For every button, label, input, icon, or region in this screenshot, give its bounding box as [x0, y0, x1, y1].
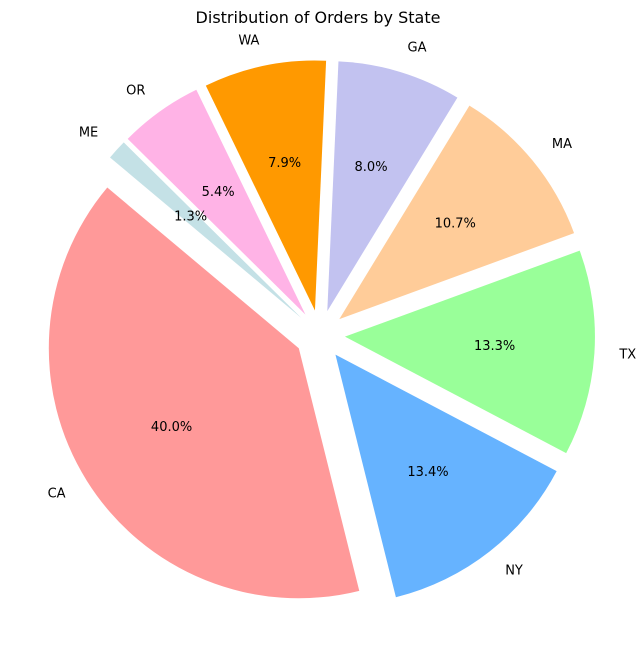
slice-label-ny: NY [505, 564, 523, 579]
chart-title: Distribution of Orders by State [196, 8, 441, 27]
slice-label-me: ME [79, 125, 98, 140]
slice-label-or: OR [126, 84, 145, 99]
slice-label-tx: TX [618, 347, 636, 362]
slice-percent-me: 1.3% [174, 210, 207, 225]
pie-slice-or [127, 89, 306, 315]
slice-percent-or: 5.4% [202, 185, 235, 200]
pie-slice-tx [344, 250, 595, 454]
pie-slice-me [110, 142, 302, 319]
slice-percent-tx: 13.3% [474, 339, 515, 354]
slice-label-ga: GA [408, 41, 427, 56]
slice-percent-ny: 13.4% [407, 465, 448, 480]
slice-label-ma: MA [552, 137, 572, 152]
pie-slice-ca [48, 187, 360, 599]
pie-slice-wa [205, 60, 327, 311]
slice-percent-ca: 40.0% [151, 420, 192, 435]
slice-label-ca: CA [48, 486, 66, 501]
slice-percent-wa: 7.9% [268, 156, 301, 171]
labels-layer: CA 40.0% NY 13.4% TX 13.3% MA 10.7% GA 8.0% WA 7.9%… [48, 34, 637, 579]
pie-slice-ny [335, 354, 557, 598]
pie-slice-ga [327, 61, 458, 312]
slice-percent-ma: 10.7% [435, 216, 476, 231]
slice-label-wa: WA [238, 34, 259, 49]
slices-layer [48, 60, 595, 599]
slice-percent-ga: 8.0% [355, 160, 388, 175]
pie-slice-ma [339, 105, 575, 320]
